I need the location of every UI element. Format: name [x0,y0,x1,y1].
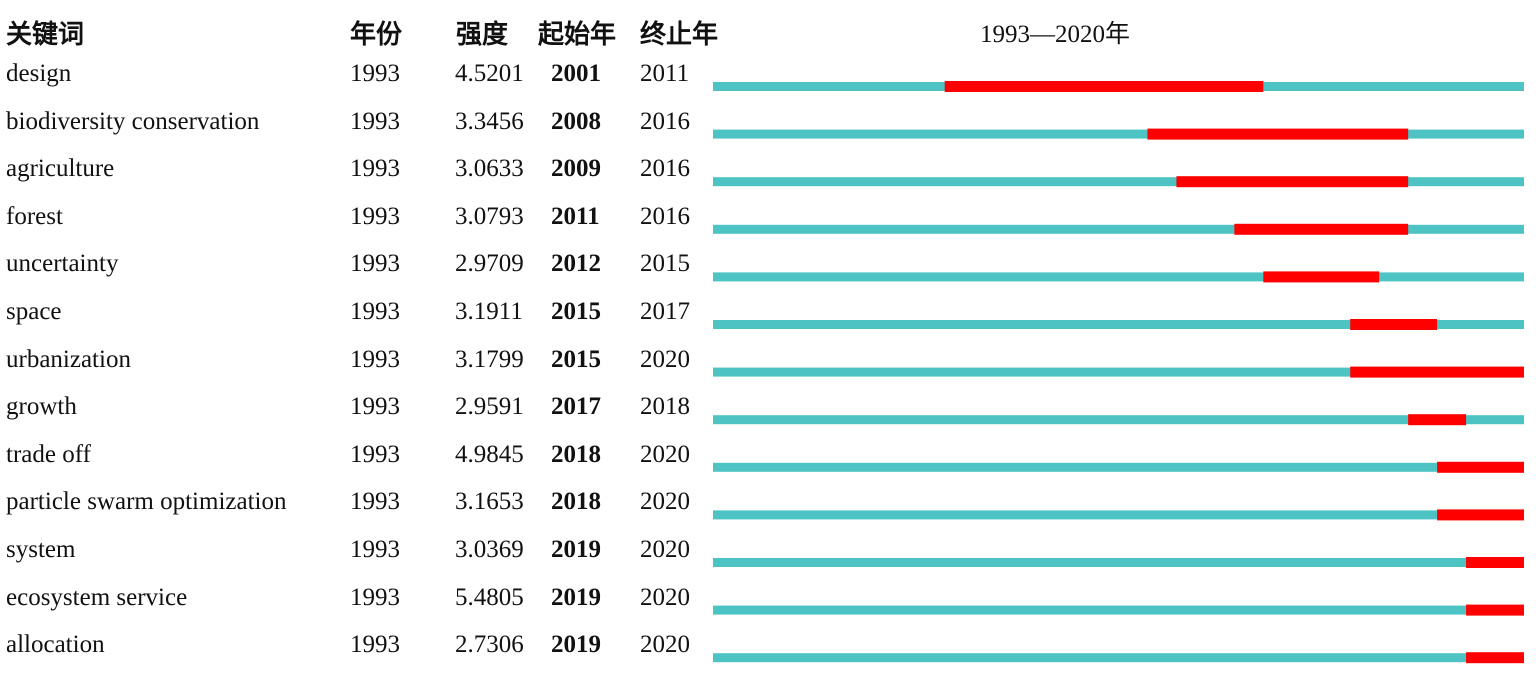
cell-keyword: ecosystem service [6,583,188,611]
cell-year: 1993 [350,107,400,135]
cell-begin: 2018 [551,440,601,468]
cell-begin: 2015 [551,298,601,325]
cell-keyword: space [6,298,62,325]
timeline-range-label: 1993—2020年 [980,21,1131,48]
cell-begin: 2019 [551,583,601,611]
cell-keyword: system [6,536,76,563]
cell-year: 1993 [350,60,400,87]
timeline-baseline [713,510,1524,520]
header-year: 年份 [350,20,403,50]
cell-strength: 2.9591 [455,393,524,421]
cell-keyword: trade off [6,440,91,468]
header-end: 终止年 [640,20,719,50]
cell-strength: 3.0369 [455,536,524,563]
cell-end: 2011 [640,60,690,87]
timeline-baseline [713,415,1524,425]
burst-bar [1176,176,1409,188]
cell-keyword: design [6,60,72,87]
cell-keyword: urbanization [6,345,131,373]
cell-strength: 4.9845 [455,440,524,468]
cell-end: 2020 [640,631,690,659]
cell-end: 2020 [640,536,690,563]
cell-year: 1993 [350,488,400,516]
cell-strength: 5.4805 [455,583,524,611]
cell-end: 2020 [640,583,690,611]
timeline-baseline [713,224,1524,234]
cell-keyword: biodiversity conservation [6,107,260,135]
burst-bar [1437,509,1524,521]
header-keyword: 关键词 [6,20,85,50]
cell-end: 2016 [640,107,690,135]
cell-end: 2020 [640,345,690,373]
cell-strength: 3.1653 [455,488,524,516]
cell-keyword: growth [6,393,77,421]
cell-year: 1993 [350,440,400,468]
cell-keyword: uncertainty [6,250,119,278]
timeline-baseline [713,177,1524,187]
cell-year: 1993 [350,345,400,373]
burst-bar [1350,366,1524,378]
cell-keyword: allocation [6,631,105,659]
cell-year: 1993 [350,393,400,421]
cell-begin: 2019 [551,631,601,659]
cell-year: 1993 [350,631,400,659]
header-strength: 强度 [456,20,509,50]
timeline-baseline [713,462,1524,472]
cell-keyword: forest [6,202,63,230]
burst-bar [1234,223,1409,235]
burst-bar [1147,128,1409,140]
cell-end: 2020 [640,488,690,516]
timeline-baseline [713,272,1524,282]
cell-begin: 2018 [551,488,601,516]
burst-bar [1437,461,1524,473]
cell-begin: 2017 [551,393,601,421]
cell-end: 2016 [640,202,690,230]
cell-begin: 2015 [551,345,601,373]
header-begin: 起始年 [538,20,617,50]
burst-bar [944,81,1264,92]
cell-end: 2016 [640,155,690,183]
cell-year: 1993 [350,583,400,611]
burst-bar [1466,604,1524,616]
burst-bar [1350,319,1438,330]
cell-end: 2015 [640,250,690,278]
cell-year: 1993 [350,202,400,230]
cell-year: 1993 [350,536,400,563]
timeline-baseline [713,367,1524,377]
timeline-baseline [713,605,1524,615]
burst-bar [1408,414,1467,426]
cell-begin: 2011 [551,202,600,230]
burst-bar [1263,271,1380,283]
burst-bar [1466,557,1524,568]
cell-strength: 3.0793 [455,202,524,230]
timeline-baseline [713,129,1524,139]
cell-strength: 2.9709 [455,250,524,278]
cell-year: 1993 [350,298,400,325]
cell-begin: 2012 [551,250,601,278]
burst-bar [1466,652,1524,664]
cell-year: 1993 [350,155,400,183]
cell-end: 2020 [640,440,690,468]
cell-strength: 3.0633 [455,155,524,183]
cell-strength: 3.1911 [455,298,523,325]
cell-begin: 2019 [551,536,601,563]
cell-strength: 3.1799 [455,345,524,373]
cell-begin: 2001 [551,60,601,87]
cell-year: 1993 [350,250,400,278]
cell-strength: 2.7306 [455,631,524,659]
cell-begin: 2008 [551,107,601,135]
timeline-baseline [713,320,1524,329]
cell-end: 2018 [640,393,690,421]
cell-strength: 4.5201 [455,60,524,87]
cell-strength: 3.3456 [455,107,524,135]
cell-keyword: particle swarm optimization [6,488,287,516]
cell-begin: 2009 [551,155,601,183]
timeline-baseline [713,653,1524,663]
cell-end: 2017 [640,298,690,325]
cell-keyword: agriculture [6,155,115,183]
timeline-baseline [713,558,1524,567]
